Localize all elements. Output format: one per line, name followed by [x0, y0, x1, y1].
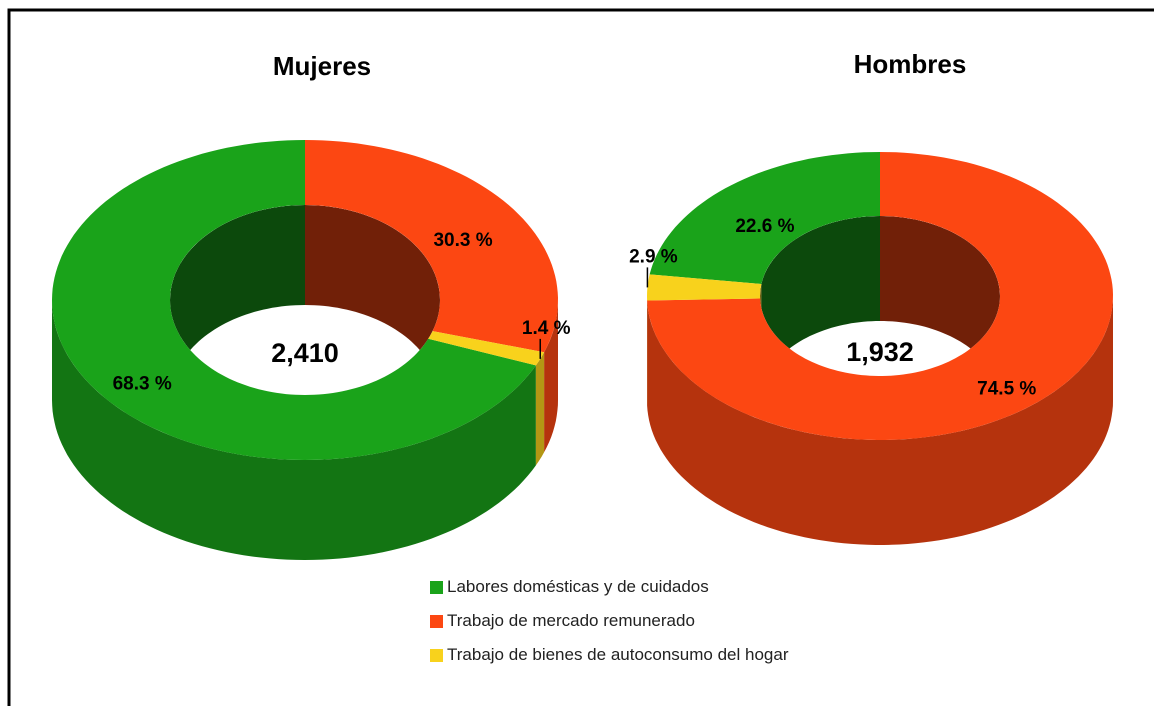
chart-title: Hombres	[854, 49, 967, 79]
legend-item: Labores domésticas y de cuidados	[430, 576, 850, 598]
outer-wall	[647, 296, 1113, 545]
legend: Labores domésticas y de cuidados Trabajo …	[430, 576, 850, 678]
inner-wall	[761, 216, 880, 376]
slice	[649, 152, 880, 284]
data-label: 1.4 %	[522, 318, 571, 339]
legend-item: Trabajo de mercado remunerado	[430, 610, 850, 632]
legend-swatch	[430, 581, 443, 594]
center-label: 1,932	[846, 337, 914, 367]
slice	[647, 152, 1113, 440]
legend-swatch	[430, 615, 443, 628]
data-label: 22.6 %	[735, 216, 794, 237]
inner-wall	[880, 216, 1000, 376]
legend-item: Trabajo de bienes de autoconsumo del hog…	[430, 644, 850, 666]
outer-wall	[544, 300, 558, 453]
inner-wall	[170, 205, 305, 395]
legend-swatch	[430, 649, 443, 662]
frame	[7, 8, 1154, 706]
data-label: 74.5 %	[977, 379, 1036, 400]
legend-label: Trabajo de bienes de autoconsumo del hog…	[447, 645, 789, 664]
slice	[305, 140, 558, 353]
outer-wall	[52, 300, 536, 560]
chart-title: Mujeres	[273, 51, 371, 81]
center-label: 2,410	[271, 338, 339, 368]
data-label: 30.3 %	[433, 230, 492, 251]
data-label: 2.9 %	[629, 246, 678, 267]
slice	[428, 331, 545, 366]
slice	[647, 274, 762, 301]
data-label: 68.3 %	[113, 373, 172, 394]
outer-wall	[535, 352, 545, 466]
legend-label: Trabajo de mercado remunerado	[447, 611, 695, 630]
inner-wall	[305, 205, 440, 395]
slice	[52, 140, 536, 460]
legend-label: Labores domésticas y de cuidados	[447, 577, 709, 596]
